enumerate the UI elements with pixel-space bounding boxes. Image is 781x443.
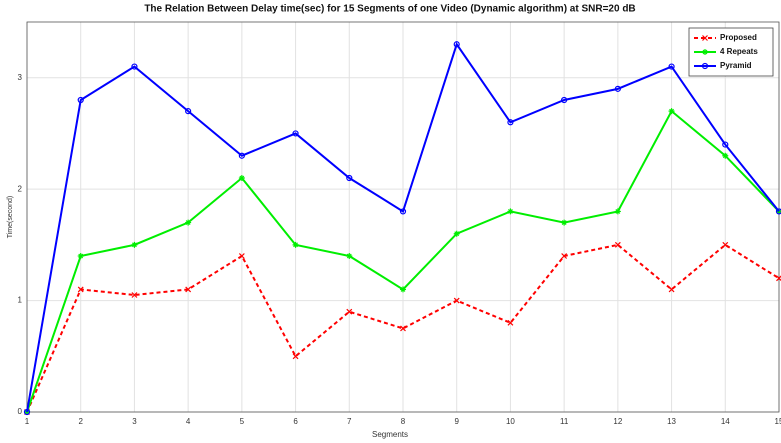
marker xyxy=(776,208,781,215)
x-tick-label: 10 xyxy=(506,417,515,426)
marker xyxy=(23,408,31,416)
marker xyxy=(701,62,709,70)
marker xyxy=(453,297,460,304)
marker xyxy=(507,319,514,326)
marker xyxy=(77,286,84,293)
marker xyxy=(185,286,192,293)
legend: Proposed 4 Repeats Pyramid xyxy=(688,27,774,77)
marker xyxy=(238,175,245,181)
marker xyxy=(131,241,138,248)
x-tick-label: 3 xyxy=(132,417,137,426)
marker xyxy=(346,308,353,315)
line-series xyxy=(26,243,780,413)
y-tick-label: 2 xyxy=(18,184,23,193)
y-tick-label: 3 xyxy=(18,73,23,82)
chart-title: The Relation Between Delay time(sec) for… xyxy=(144,4,635,15)
x-tick-label: 14 xyxy=(721,417,730,426)
marker xyxy=(346,253,353,259)
x-tick-label: 15 xyxy=(775,417,781,426)
y-tick-label: 1 xyxy=(18,296,23,305)
marker xyxy=(453,230,460,237)
marker xyxy=(238,152,245,159)
x-tick-label: 11 xyxy=(560,417,569,426)
marker xyxy=(561,96,568,104)
legend-label: Pyramid xyxy=(720,61,752,70)
marker xyxy=(292,353,299,360)
x-tick-label: 13 xyxy=(667,417,676,426)
x-tick-label: 5 xyxy=(240,417,245,426)
marker xyxy=(453,41,460,48)
marker xyxy=(292,130,299,137)
marker xyxy=(77,96,84,104)
line-series xyxy=(26,42,780,413)
x-tick-label: 9 xyxy=(454,417,459,426)
y-axis-label: Time(second) xyxy=(7,196,14,239)
marker xyxy=(702,35,708,41)
marker xyxy=(668,108,675,115)
x-tick-label: 4 xyxy=(186,417,191,426)
x-tick-label: 2 xyxy=(78,417,83,426)
marker xyxy=(614,85,621,92)
marker xyxy=(614,208,621,215)
marker xyxy=(238,253,245,259)
x-axis-label: Segments xyxy=(372,430,408,439)
marker xyxy=(722,241,729,248)
x-tick-label: 8 xyxy=(401,417,406,426)
marker xyxy=(185,219,192,226)
marker xyxy=(292,241,299,248)
marker xyxy=(614,241,621,248)
marker xyxy=(507,119,514,126)
x-tick-label: 7 xyxy=(347,417,352,426)
marker xyxy=(185,108,192,115)
marker xyxy=(722,152,729,159)
marker xyxy=(561,219,568,226)
x-tick-label: 12 xyxy=(613,417,622,426)
marker xyxy=(346,174,353,182)
marker xyxy=(702,49,708,55)
marker xyxy=(399,208,407,215)
marker xyxy=(131,292,138,298)
marker xyxy=(561,253,568,259)
y-tick-label: 0 xyxy=(18,407,23,416)
x-tick-label: 1 xyxy=(25,417,30,426)
marker xyxy=(668,286,675,293)
marker xyxy=(775,208,781,215)
marker xyxy=(131,63,138,70)
legend-label: Proposed xyxy=(720,33,757,42)
marker xyxy=(507,208,514,215)
marker xyxy=(400,325,406,332)
legend-label: 4 Repeats xyxy=(720,47,758,56)
marker xyxy=(400,286,406,293)
marker xyxy=(77,253,84,259)
plot-frame xyxy=(26,21,780,413)
x-tick-label: 6 xyxy=(293,417,298,426)
marker xyxy=(668,63,675,70)
marker xyxy=(722,141,729,148)
